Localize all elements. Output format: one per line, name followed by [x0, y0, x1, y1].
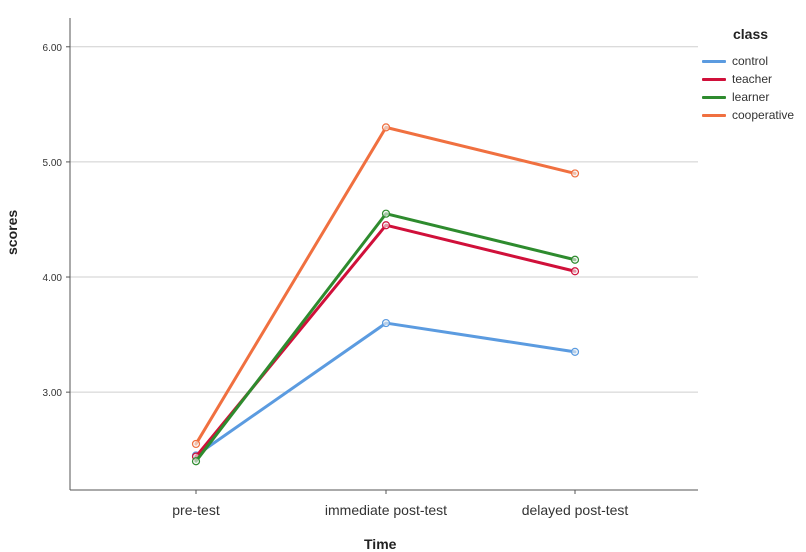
data-point-teacher: [570, 267, 580, 276]
series-lines: [191, 123, 580, 466]
gridlines: [70, 46, 698, 393]
data-point-control: [381, 318, 391, 328]
x-tick-label: delayed post-test: [522, 502, 629, 518]
legend-item-learner: learner: [702, 88, 794, 106]
legend-swatch: [702, 113, 726, 117]
y-tick-label: 3.00: [43, 388, 63, 399]
legend-swatch: [702, 77, 726, 81]
legend-item-control: control: [702, 52, 794, 70]
data-point-learner: [191, 457, 201, 466]
series-line-cooperative: [194, 125, 577, 446]
legend-swatch: [702, 59, 726, 63]
y-tick-label: 5.00: [43, 158, 63, 169]
legend-label: control: [732, 54, 769, 68]
y-axis-label: scores: [4, 209, 20, 255]
data-point-cooperative: [381, 123, 391, 132]
series-line-learner: [194, 212, 577, 463]
legend: control teacher learner cooperative: [702, 52, 794, 124]
x-tick-label: pre-test: [172, 502, 220, 518]
series-line-teacher: [194, 223, 577, 459]
legend-label: teacher: [732, 72, 773, 86]
data-point-cooperative: [191, 439, 201, 449]
data-point-teacher: [381, 221, 391, 230]
y-tick-label: 6.00: [43, 43, 63, 54]
legend-item-teacher: teacher: [702, 70, 794, 88]
y-tick-label: 4.00: [43, 273, 63, 284]
data-point-control: [570, 347, 580, 356]
data-point-learner: [381, 209, 391, 218]
data-point-learner: [570, 255, 580, 264]
x-tick-label: immediate post-test: [325, 502, 447, 518]
legend-swatch: [702, 95, 726, 99]
legend-title: class: [733, 26, 769, 42]
data-point-cooperative: [570, 169, 580, 178]
legend-item-cooperative: cooperative: [702, 106, 794, 124]
tick-labels: 3.00 4.00 5.00 6.00 pre-test immediate post-t…: [43, 43, 629, 518]
legend-label: learner: [732, 90, 770, 104]
x-axis-label: Time: [364, 536, 397, 552]
axes: [66, 18, 698, 494]
legend-label: cooperative: [732, 108, 795, 122]
